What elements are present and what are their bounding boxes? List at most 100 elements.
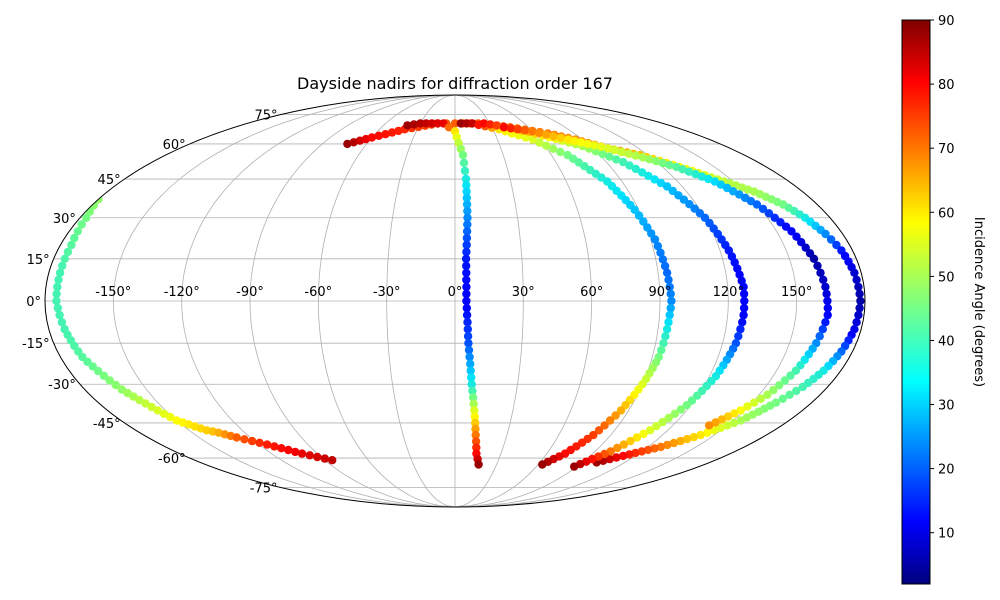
- nadir-point: [433, 119, 442, 128]
- nadir-point: [564, 135, 573, 144]
- nadir-point: [650, 175, 659, 184]
- nadir-point: [153, 406, 162, 415]
- nadir-point: [823, 303, 832, 313]
- nadir-point: [717, 415, 726, 424]
- nadir-point: [630, 205, 639, 214]
- nadir-point: [665, 160, 674, 170]
- nadir-point: [247, 436, 257, 446]
- latitude-tick: 75°: [254, 108, 277, 123]
- nadir-point: [613, 443, 622, 453]
- nadir-point: [270, 442, 279, 451]
- nadir-point: [611, 411, 620, 420]
- nadir-point: [662, 182, 672, 191]
- nadir-point: [147, 402, 156, 412]
- nadir-point: [791, 366, 800, 375]
- nadir-point: [682, 401, 691, 410]
- nadir-point: [662, 268, 672, 277]
- nadir-point: [297, 449, 307, 458]
- nadir-point: [343, 139, 352, 149]
- nadir-point: [462, 261, 471, 270]
- nadir-point: [166, 412, 175, 422]
- nadir-point: [450, 119, 460, 128]
- nadir-point: [465, 352, 474, 362]
- nadir-point: [813, 261, 822, 270]
- nadir-point: [472, 443, 481, 452]
- nadir-point: [374, 131, 383, 140]
- nadir-point: [656, 442, 666, 452]
- nadir-point: [52, 296, 61, 306]
- colorbar-tick-label: 70: [938, 142, 955, 157]
- nadir-point: [704, 421, 714, 430]
- nadir-point: [637, 447, 646, 456]
- graticule: [45, 95, 865, 507]
- nadir-point: [619, 451, 628, 461]
- nadir-point: [855, 303, 864, 313]
- nadir-point: [462, 310, 472, 320]
- nadir-point: [468, 386, 477, 396]
- nadir-point: [240, 435, 249, 444]
- nadir-point: [823, 310, 832, 320]
- nadir-point: [284, 445, 293, 455]
- nadir-point: [729, 418, 739, 428]
- nadir-point: [468, 393, 478, 402]
- nadir-point: [672, 162, 681, 172]
- nadir-point: [506, 124, 516, 133]
- nadir-point: [704, 174, 713, 184]
- nadir-point: [855, 289, 864, 299]
- nadir-point: [658, 417, 667, 427]
- nadir-point: [570, 462, 579, 471]
- nadir-point: [639, 429, 648, 439]
- nadir-point: [739, 282, 748, 292]
- nadir-point: [54, 275, 63, 284]
- nadir-point: [667, 296, 676, 306]
- nadir-point: [716, 423, 725, 433]
- nadir-point: [60, 254, 69, 263]
- nadir-point: [57, 318, 67, 327]
- nadir-point: [716, 180, 726, 189]
- nadir-point: [463, 213, 472, 222]
- nadir-point: [616, 406, 626, 415]
- nadir-point: [605, 454, 614, 464]
- nadir-point: [82, 213, 91, 222]
- nadir-point: [689, 432, 698, 442]
- nadir-point: [262, 440, 272, 449]
- nadir-point: [798, 382, 807, 392]
- longitude-tick: -30°: [373, 285, 401, 300]
- nadir-point: [819, 275, 828, 284]
- longitude-tick: 60°: [580, 285, 603, 300]
- nadir-point: [232, 433, 241, 442]
- nadir-point: [657, 345, 666, 355]
- nadir-point: [471, 424, 480, 434]
- nadir-point: [653, 241, 662, 251]
- nadir-point: [821, 229, 830, 239]
- nadir-point: [763, 390, 772, 399]
- nadir-point: [305, 451, 314, 460]
- nadir-point: [513, 125, 523, 134]
- nadir-point: [711, 418, 720, 427]
- nadir-point: [743, 402, 752, 411]
- nadir-point: [815, 332, 824, 341]
- nadir-point: [466, 359, 475, 369]
- nadir-point: [734, 332, 743, 341]
- nadir-point: [603, 144, 613, 153]
- nadir-point: [88, 362, 98, 371]
- nadir-point: [651, 157, 661, 166]
- nadir-point: [462, 181, 471, 190]
- nadir-point: [645, 155, 654, 164]
- nadir-point: [549, 144, 558, 153]
- nadir-point: [764, 209, 774, 218]
- nadir-point: [826, 235, 836, 244]
- nadir-point: [600, 421, 609, 430]
- latitude-tick: -30°: [48, 378, 76, 393]
- nadir-point: [461, 174, 471, 184]
- nadir-point: [639, 217, 648, 226]
- nadir-point: [696, 430, 705, 440]
- nadir-point: [463, 325, 472, 334]
- latitude-tick: 0°: [26, 295, 41, 310]
- latitude-tick: -15°: [22, 337, 50, 352]
- nadir-point: [661, 332, 670, 341]
- nadir-point: [99, 371, 109, 380]
- nadir-point: [650, 235, 660, 244]
- nadir-point: [467, 373, 476, 382]
- nadir-point: [775, 381, 784, 390]
